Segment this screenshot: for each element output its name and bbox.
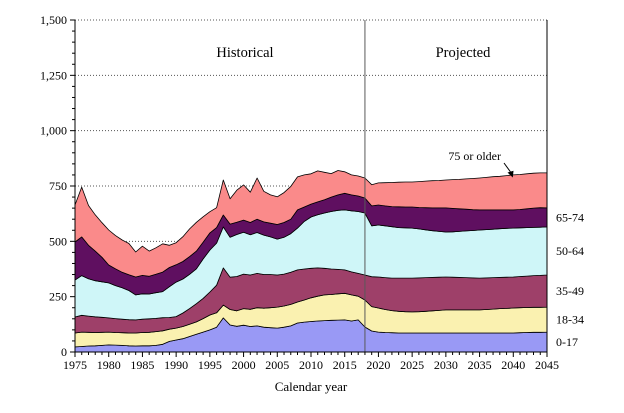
x-tick-label: 2045: [535, 358, 559, 372]
x-tick-label: 1995: [198, 358, 222, 372]
y-tick-label: 750: [49, 179, 67, 193]
projected-label: Projected: [436, 45, 492, 61]
x-axis-title: Calendar year: [275, 379, 348, 394]
y-tick-label: 1,000: [40, 124, 67, 138]
band-label-18-34: 18-34: [556, 313, 584, 327]
band-label-35-49: 35-49: [556, 284, 584, 298]
callout-75-or-older: 75 or older: [448, 149, 501, 163]
callout-arrowhead: [507, 170, 514, 178]
x-tick-label: 1990: [164, 358, 188, 372]
x-tick-label: 1980: [97, 358, 121, 372]
y-tick-label: 250: [49, 290, 67, 304]
x-tick-label: 2020: [366, 358, 390, 372]
band-label-65-74: 65-74: [556, 210, 584, 224]
x-tick-label: 2030: [434, 358, 458, 372]
y-tick-label: 1,250: [40, 68, 67, 82]
y-tick-label: 500: [49, 234, 67, 248]
historical-label: Historical: [216, 45, 273, 61]
x-tick-label: 1975: [63, 358, 87, 372]
x-tick-label: 2015: [333, 358, 357, 372]
x-tick-label: 1985: [130, 358, 154, 372]
x-tick-label: 2000: [232, 358, 256, 372]
x-tick-label: 2035: [468, 358, 492, 372]
x-tick-label: 2005: [265, 358, 289, 372]
x-tick-label: 2040: [501, 358, 525, 372]
band-label-0-17: 0-17: [556, 335, 578, 349]
x-tick-label: 2025: [400, 358, 424, 372]
y-tick-label: 0: [61, 345, 67, 359]
band-label-50-64: 50-64: [556, 244, 584, 258]
x-tick-label: 2010: [299, 358, 323, 372]
y-tick-label: 1,500: [40, 13, 67, 27]
